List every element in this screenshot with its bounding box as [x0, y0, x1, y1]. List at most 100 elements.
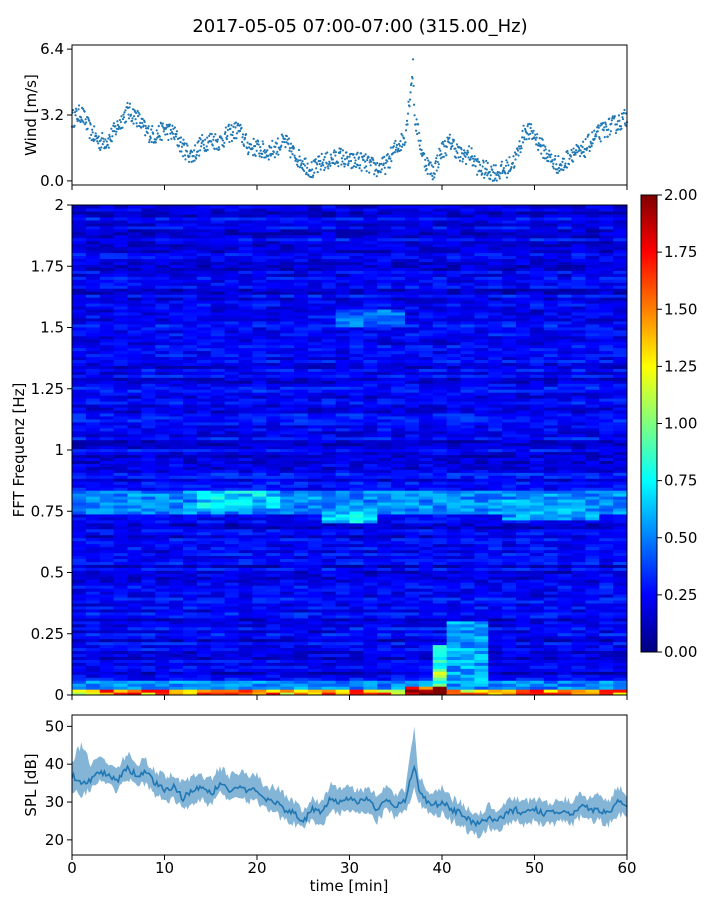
spectrogram-cell [377, 487, 392, 491]
spectrogram-cell [391, 626, 406, 631]
spectrogram-cell [280, 525, 295, 530]
spectrogram-cell [474, 555, 489, 559]
wind-point [439, 149, 442, 152]
wind-point [107, 146, 110, 149]
wind-point [173, 126, 177, 129]
spectrogram-cell [169, 546, 184, 551]
spectrogram-cell [418, 433, 434, 438]
wind-point [185, 150, 189, 153]
wind-point [248, 146, 251, 149]
wind-point [186, 144, 189, 147]
spectrogram-cell [613, 558, 627, 562]
spectrogram-cell [72, 558, 87, 562]
wind-point [179, 136, 183, 139]
spectrogram-cell [294, 484, 309, 488]
wind-point [210, 132, 213, 136]
wind-point [111, 135, 114, 138]
spectrogram-cell [196, 528, 212, 533]
spectrogram-cell [307, 528, 323, 533]
wind-point [179, 140, 182, 144]
spectrogram-cell [349, 623, 364, 628]
spectrogram-cell [266, 585, 281, 589]
spectrogram-cell [224, 436, 240, 441]
spectrogram-cell [210, 573, 226, 577]
spectrogram-cell [72, 650, 87, 655]
spectrogram-cell [405, 490, 420, 494]
spectrogram-cell [85, 623, 101, 628]
wind-point [132, 122, 135, 125]
spectrogram-cell [321, 424, 337, 429]
wind-point [137, 111, 140, 114]
spectrogram-cell [224, 552, 240, 557]
spectrogram-cell [155, 579, 170, 583]
spectrogram-cell [224, 591, 240, 595]
wind-point [493, 179, 496, 182]
spectrogram-cell [294, 638, 309, 643]
spectrogram-cell [113, 448, 129, 453]
spectrogram-cell [169, 499, 184, 503]
wind-point [246, 153, 250, 156]
spectrogram-cell [613, 481, 627, 485]
wind-point [518, 140, 521, 143]
spectrogram-cell [85, 513, 101, 518]
spectrogram-cell [502, 668, 517, 672]
spectrogram-cell [363, 484, 378, 488]
spectrogram-cell [141, 543, 156, 548]
spectrogram-cell [488, 597, 503, 601]
wind-point [618, 119, 621, 122]
spectrogram-cell [127, 454, 142, 459]
spectrogram-cell [502, 501, 517, 506]
spectrogram-cell [488, 608, 503, 613]
spectrogram-cell [557, 579, 573, 583]
spectrogram-cell [307, 594, 323, 598]
spectrogram-cell [183, 418, 198, 423]
wind-point [118, 118, 122, 122]
spectrogram-cell [571, 424, 586, 429]
spectrogram-cell [238, 620, 253, 625]
spectrogram-cell [405, 647, 420, 652]
spectrogram-cell [585, 534, 600, 539]
wind-point [586, 146, 589, 150]
spectrogram-cell [529, 528, 545, 533]
spectrogram-cell [85, 677, 101, 681]
spectrogram-cell [599, 644, 614, 649]
wind-point [214, 133, 217, 136]
spectrogram-cell [238, 668, 253, 672]
spectrogram-cell [418, 597, 434, 601]
spectrogram-cell [516, 647, 531, 652]
spectrogram-cell [516, 605, 531, 610]
spectrogram-cell [488, 490, 503, 494]
spectrogram-cell [474, 656, 489, 660]
spectrogram-cell [516, 599, 531, 604]
wind-point [276, 150, 279, 153]
spectrogram-cell [252, 632, 267, 637]
spectrogram-cell [210, 689, 226, 693]
spectrogram-cell [585, 677, 600, 681]
spectrogram-cell [196, 629, 212, 634]
spectrogram-cell [85, 602, 101, 607]
spectrogram-cell [488, 599, 503, 604]
spectrogram-cell [391, 415, 406, 420]
spectrogram-cell [585, 442, 600, 447]
spectrogram-cell [99, 501, 115, 506]
wind-point [286, 138, 289, 141]
spectrogram-cell [571, 421, 586, 426]
spectrogram-cell [613, 647, 627, 652]
spectrogram-cell [460, 647, 475, 652]
spectrogram-cell [183, 555, 198, 559]
spectrogram-cell [307, 448, 323, 453]
spectrogram-cell [446, 677, 462, 681]
wind-point [122, 113, 125, 116]
spectrogram-cell [280, 466, 295, 470]
spectrogram-cell [405, 504, 420, 509]
spectrogram-cell [280, 611, 295, 616]
spectrogram-cell [321, 674, 337, 678]
spectrogram-cell [224, 430, 240, 435]
spectrogram-cell [516, 632, 531, 637]
wind-point [298, 155, 301, 158]
spectrogram-cell [196, 466, 212, 470]
spectrogram-cell [141, 481, 156, 485]
wind-point [251, 147, 254, 150]
spectrogram-cell [196, 623, 212, 628]
spectrogram-cell [543, 460, 559, 464]
